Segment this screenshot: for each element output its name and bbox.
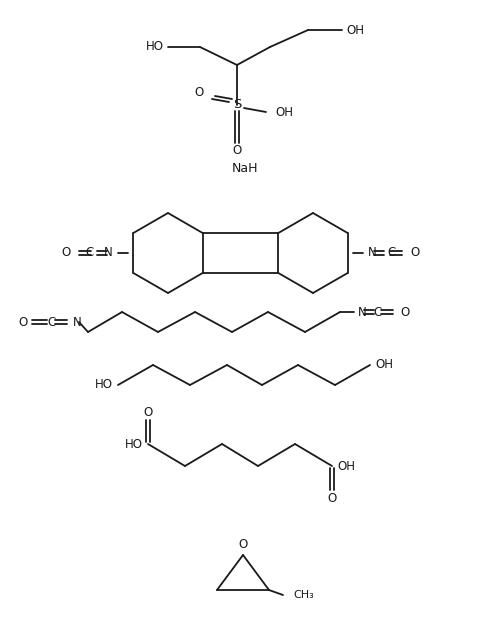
Text: O: O (19, 316, 28, 328)
Text: OH: OH (337, 460, 355, 472)
Text: S: S (233, 99, 241, 111)
Text: O: O (143, 406, 152, 418)
Text: HO: HO (125, 438, 143, 450)
Text: N: N (73, 316, 82, 328)
Text: OH: OH (275, 106, 293, 118)
Text: OH: OH (375, 359, 393, 372)
Text: C: C (387, 247, 395, 260)
Text: C: C (86, 247, 94, 260)
Text: O: O (327, 491, 337, 504)
Text: CH₃: CH₃ (293, 590, 314, 600)
Text: N: N (104, 247, 113, 260)
Text: OH: OH (346, 23, 364, 36)
Text: HO: HO (95, 379, 113, 391)
Text: O: O (400, 306, 409, 318)
Text: HO: HO (146, 40, 164, 53)
Text: O: O (238, 538, 247, 550)
Text: N: N (358, 306, 367, 318)
Text: C: C (373, 306, 381, 318)
Text: O: O (195, 86, 204, 99)
Text: O: O (410, 247, 419, 260)
Text: N: N (368, 247, 377, 260)
Text: C: C (47, 316, 55, 328)
Text: O: O (62, 247, 71, 260)
Text: O: O (232, 145, 242, 157)
Text: NaH: NaH (232, 162, 258, 174)
